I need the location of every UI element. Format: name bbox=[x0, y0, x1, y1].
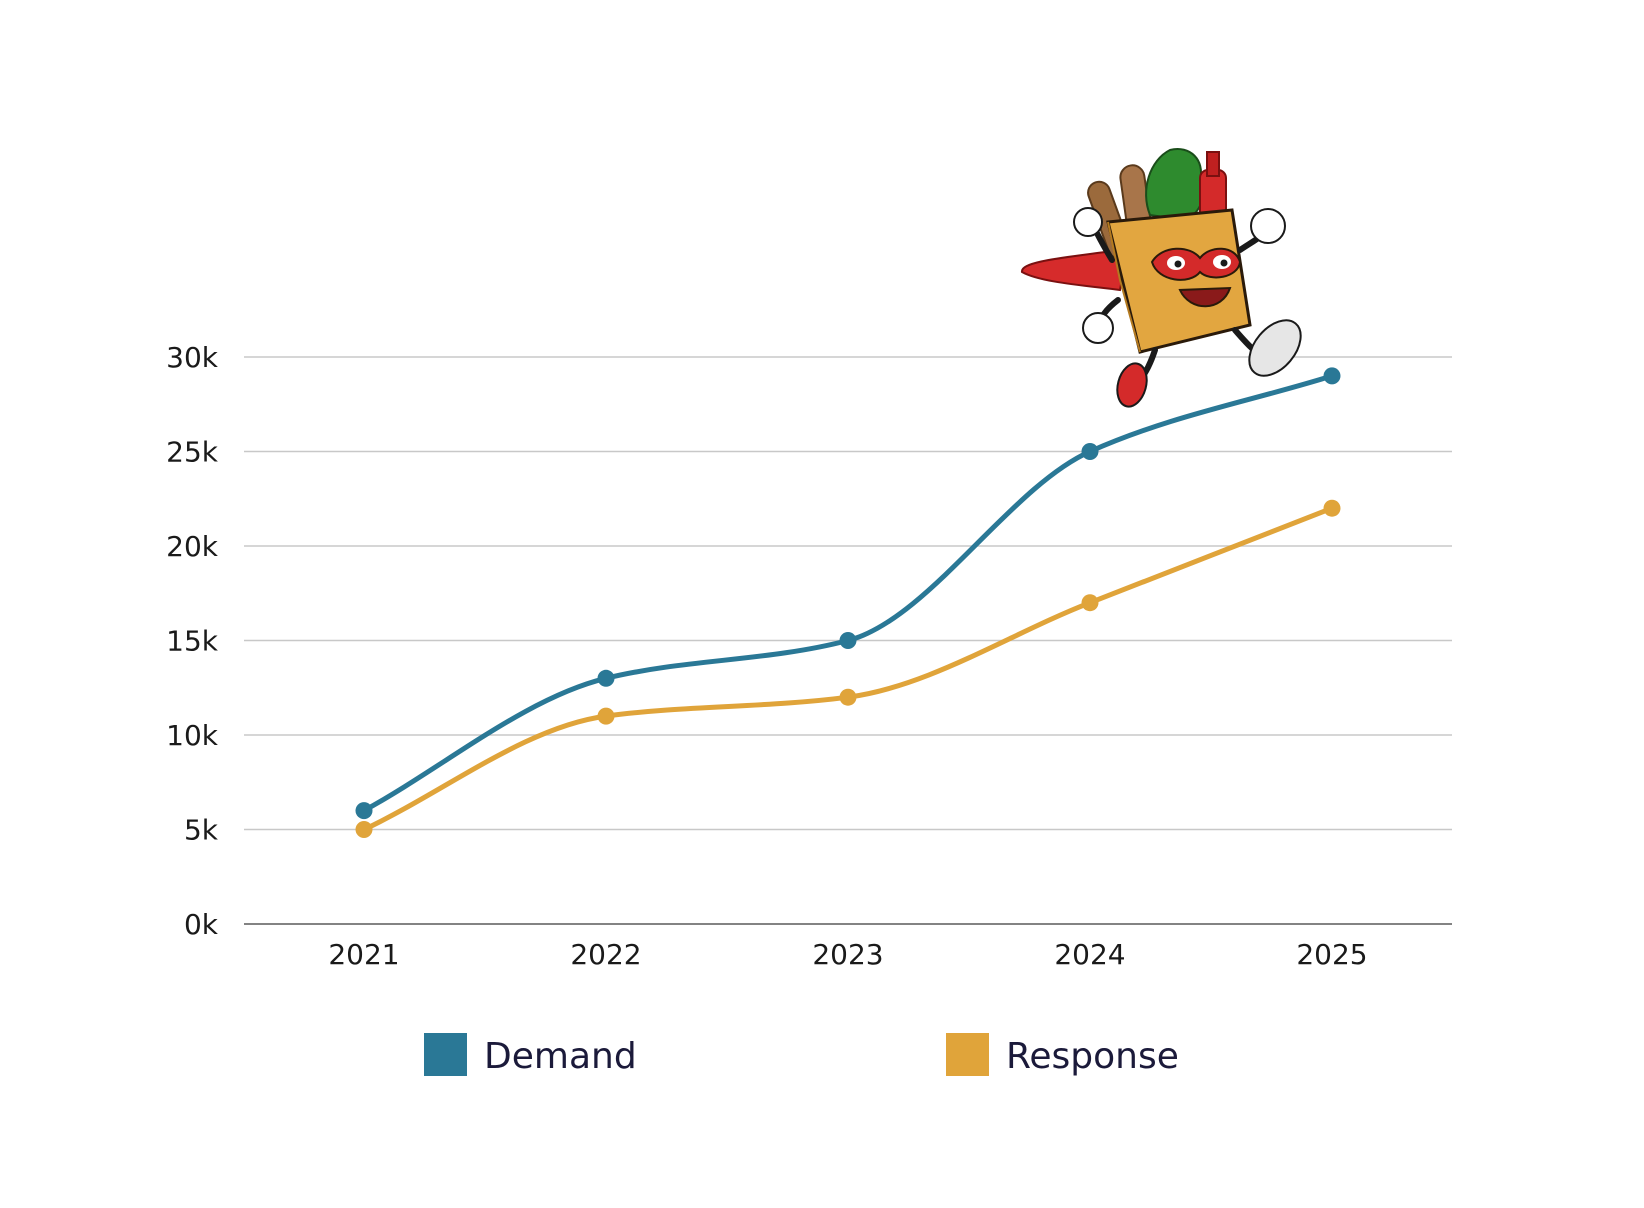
data-point-demand bbox=[839, 632, 857, 649]
x-tick-label: 2021 bbox=[328, 938, 399, 971]
data-point-response bbox=[597, 707, 615, 725]
y-tick-label: 20k bbox=[166, 530, 219, 563]
data-point-response bbox=[1323, 499, 1341, 517]
legend-label-demand: Demand bbox=[484, 1036, 637, 1077]
series-line-response bbox=[361, 505, 1335, 832]
legend-label-response: Response bbox=[1006, 1036, 1179, 1077]
series-line-demand bbox=[361, 373, 1335, 814]
gridlines bbox=[244, 356, 1452, 925]
data-point-response bbox=[355, 821, 373, 838]
x-tick-label: 2025 bbox=[1296, 938, 1367, 971]
x-tick-label: 2024 bbox=[1054, 938, 1125, 971]
grocery-bag-superhero-mascot-icon bbox=[1021, 148, 1302, 408]
y-axis-ticks: 0k 5k 10k 15k 20k 25k 30k bbox=[166, 341, 219, 941]
data-point-response bbox=[1081, 594, 1099, 612]
data-point-demand bbox=[597, 669, 615, 687]
data-point-demand bbox=[1323, 367, 1341, 385]
data-point-demand bbox=[1081, 443, 1099, 460]
x-tick-label: 2023 bbox=[812, 938, 883, 971]
legend: Demand Response bbox=[424, 1033, 1179, 1077]
x-tick-label: 2022 bbox=[570, 938, 641, 971]
data-point-demand bbox=[355, 802, 373, 820]
series-lines bbox=[355, 367, 1341, 838]
y-tick-label: 15k bbox=[166, 625, 219, 658]
y-tick-label: 30k bbox=[166, 341, 219, 374]
series-demand bbox=[355, 367, 1341, 820]
legend-item-demand: Demand bbox=[424, 1033, 637, 1077]
y-tick-label: 5k bbox=[184, 814, 219, 847]
y-tick-label: 0k bbox=[184, 908, 219, 941]
series-response bbox=[355, 499, 1341, 838]
y-tick-label: 10k bbox=[166, 719, 219, 752]
data-point-response bbox=[839, 688, 857, 706]
x-axis-ticks: 2021 2022 2023 2024 2025 bbox=[328, 938, 1367, 971]
y-tick-label: 25k bbox=[166, 436, 219, 469]
legend-swatch-demand bbox=[424, 1033, 467, 1076]
legend-item-response: Response bbox=[946, 1033, 1179, 1077]
legend-swatch-response bbox=[946, 1033, 989, 1076]
